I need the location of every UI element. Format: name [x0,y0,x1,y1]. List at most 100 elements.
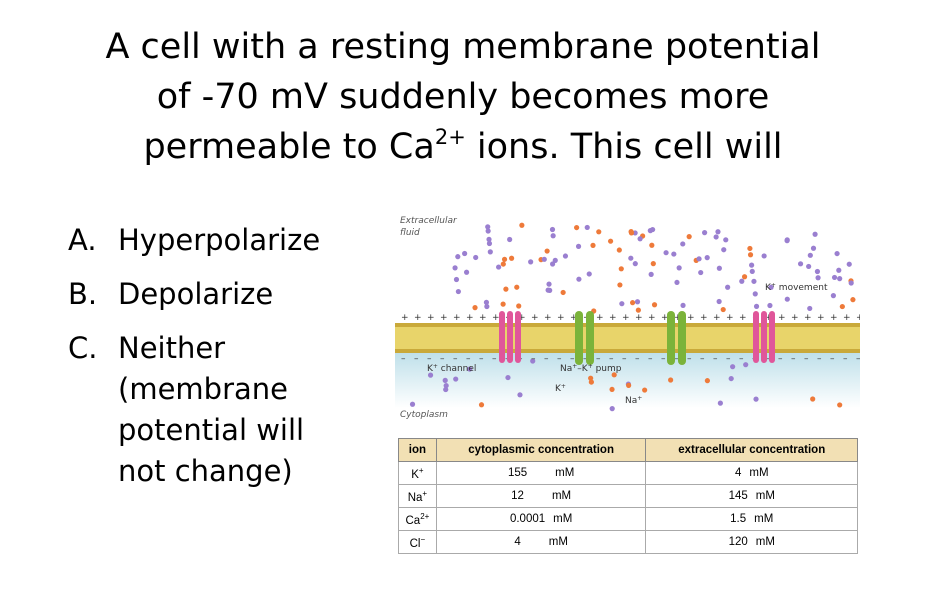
ion-dot [812,231,818,237]
ion-dot [501,256,508,262]
charge-sign: – [635,354,640,364]
unit: mM [755,490,775,502]
ion-dot [472,305,478,311]
charge-sign: – [856,354,860,364]
option-line: not change) [118,454,293,488]
ion-dot [484,303,490,310]
ion-dot [648,271,654,277]
k-channel [753,311,759,363]
value: 1.5 [730,513,747,525]
ion-dot [686,234,692,240]
ion-dot [588,375,594,381]
charge-sign: + [414,313,422,323]
k-channel [515,311,521,363]
ion-dot [545,287,551,293]
proteins [499,311,775,365]
ion-dot [517,392,523,398]
ion-dot [725,284,731,290]
ion-dot [696,256,702,262]
option-text: Depolarize [118,274,273,315]
option-line: Hyperpolarize [118,223,321,257]
ion-dot [486,240,493,247]
unit: mM [555,467,575,479]
charge-sign: + [817,313,825,323]
unit: mM [749,467,769,479]
title-line: of -70 mV suddenly becomes more [156,77,770,117]
superscript: 2+ [434,125,466,149]
ion-dot [761,253,767,259]
ion-dot [609,386,615,393]
k-channel [769,311,775,363]
option: A. Hyperpolarize [68,220,320,261]
ion-dot [544,248,550,254]
label-part: + [561,383,566,390]
ion-dot [463,269,470,275]
ion-dot [702,229,708,236]
ion-dot [716,298,722,305]
label-part: + [588,363,593,370]
ion-dot [486,236,492,242]
label-part: K [427,364,434,374]
figure-label: K+ movement [765,282,828,293]
ion-dot [453,276,460,283]
ion-dot [541,256,547,262]
ion-dot [650,261,656,267]
label-part: Na [560,364,572,374]
charge-sign: + [479,313,487,323]
ion-dot [784,296,790,302]
ion-cell: K+ [398,461,437,485]
value: 12 [511,490,524,502]
unit: mM [551,490,572,502]
charge-sign: + [557,313,565,323]
figure-label: Cytoplasm [400,410,448,420]
ion-dot [728,375,734,382]
charge-sign: – [661,354,666,364]
ion-dot [649,242,655,248]
charge-sign: + [700,313,708,323]
ion-name: K [411,468,419,481]
ion-dot [462,250,468,257]
ion-dot [704,378,710,384]
charge-sign: + [765,313,773,323]
ion-dot [768,284,774,290]
ion-dot [455,288,461,295]
charge-sign: + [830,313,838,323]
charge-sign: + [518,313,526,323]
ion-dot [815,275,821,281]
label-part: K [765,283,772,293]
ion-dot [663,250,669,256]
ion-dot [632,261,638,267]
header-cell: cytoplasmic concentration [435,438,647,462]
ion-dot [514,284,520,290]
label-part: Na [625,396,637,406]
charge-sign: + [622,313,630,323]
charge-sign: – [843,354,848,364]
charge-sign: – [440,354,445,364]
ion-dot [831,274,838,281]
ion-dot [628,229,634,235]
ion-dot [588,379,594,385]
k-channel [761,311,767,363]
charge-sign: – [674,354,679,364]
ion-dot [676,265,682,271]
ion-dot [487,249,493,255]
charge-sign: – [817,354,822,364]
charge-sign: – [778,354,783,364]
charge-sign: – [466,354,471,364]
value-cell: 4 mM [435,530,647,554]
value: 4 [514,536,521,548]
ion-dot [749,262,755,268]
ion-cell: Na+ [398,484,437,508]
ion-dot [496,264,502,270]
ion-dot [616,247,622,253]
charge-sign: – [583,354,588,364]
label-part: –K [577,364,589,374]
ion-dot [455,254,461,260]
ion-dot [485,228,491,234]
charge-sign: – [830,354,835,364]
pump [575,311,583,365]
ion-charge: 2+ [420,511,430,521]
ion-dot [715,229,721,235]
table-row: Na+ 12 mM 145 mM [398,484,858,508]
